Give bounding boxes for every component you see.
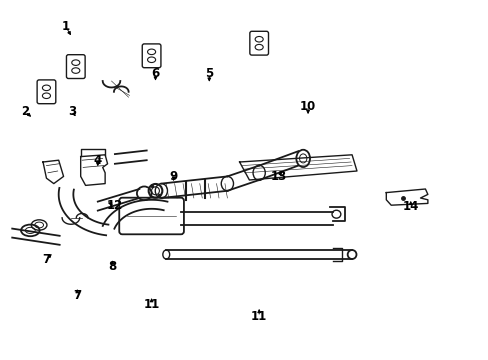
Text: 3: 3 bbox=[68, 105, 76, 118]
Text: 11: 11 bbox=[143, 298, 160, 311]
Text: 10: 10 bbox=[299, 100, 316, 113]
Text: 11: 11 bbox=[250, 310, 267, 323]
Text: 5: 5 bbox=[205, 67, 213, 80]
Text: 4: 4 bbox=[94, 154, 102, 167]
Text: 13: 13 bbox=[270, 170, 286, 183]
Text: 6: 6 bbox=[151, 67, 159, 80]
Text: 1: 1 bbox=[62, 21, 70, 33]
Text: 7: 7 bbox=[73, 289, 81, 302]
Text: 7: 7 bbox=[42, 253, 50, 266]
Text: 9: 9 bbox=[169, 170, 177, 183]
Text: 2: 2 bbox=[21, 105, 29, 118]
Text: 12: 12 bbox=[106, 199, 123, 212]
Text: 8: 8 bbox=[108, 260, 116, 273]
Text: 14: 14 bbox=[402, 201, 418, 213]
